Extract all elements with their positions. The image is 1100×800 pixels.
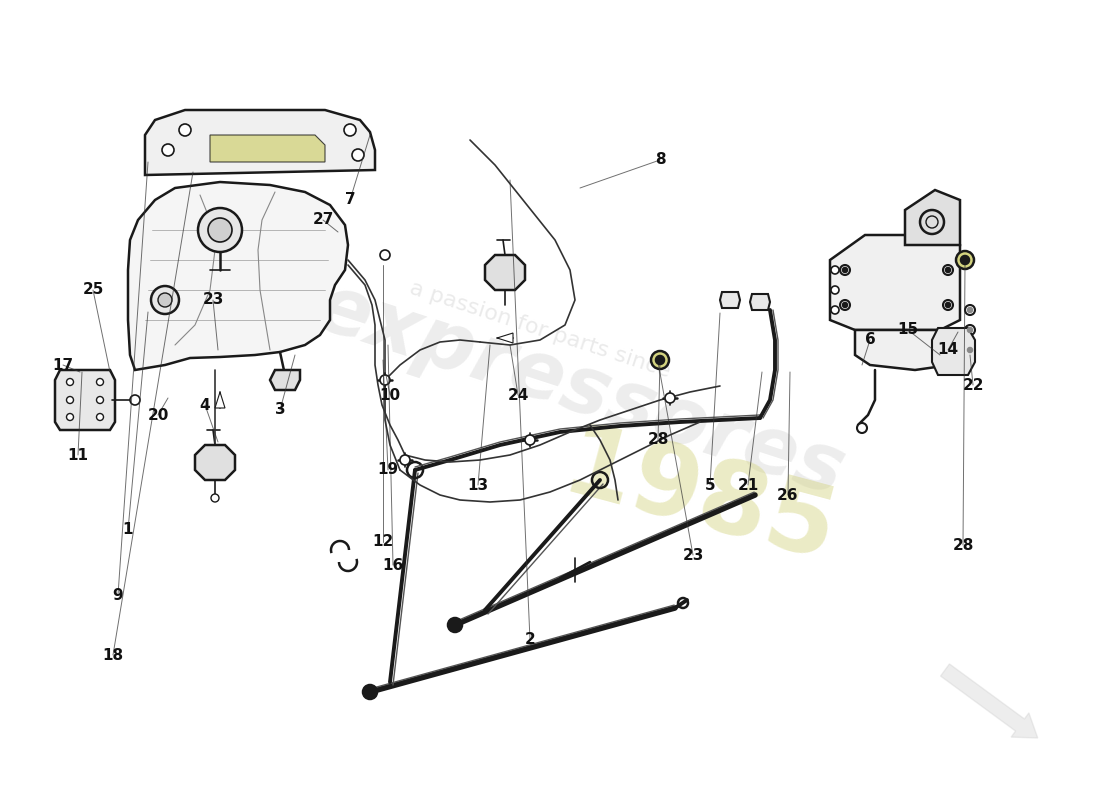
Text: 21: 21 — [737, 478, 759, 493]
Circle shape — [840, 300, 850, 310]
Text: expressores: expressores — [306, 268, 855, 512]
Circle shape — [651, 351, 669, 369]
Text: 12: 12 — [373, 534, 394, 550]
Polygon shape — [720, 292, 740, 308]
Circle shape — [344, 124, 356, 136]
Text: 10: 10 — [379, 387, 400, 402]
Text: 7: 7 — [344, 193, 355, 207]
Circle shape — [400, 455, 410, 465]
Polygon shape — [195, 445, 235, 480]
Polygon shape — [750, 294, 770, 310]
Text: 18: 18 — [102, 647, 123, 662]
Circle shape — [198, 208, 242, 252]
Circle shape — [66, 397, 74, 403]
Text: 28: 28 — [647, 433, 669, 447]
Text: 27: 27 — [312, 213, 333, 227]
Circle shape — [97, 397, 103, 403]
Circle shape — [946, 268, 950, 272]
Text: 14: 14 — [937, 342, 958, 358]
Circle shape — [162, 144, 174, 156]
Polygon shape — [214, 392, 225, 408]
Text: 4: 4 — [200, 398, 210, 413]
Circle shape — [97, 414, 103, 421]
Circle shape — [830, 306, 839, 314]
Circle shape — [840, 265, 850, 275]
Polygon shape — [905, 190, 960, 245]
Circle shape — [946, 303, 950, 307]
Text: 2: 2 — [525, 633, 536, 647]
Text: 8: 8 — [654, 153, 666, 167]
Circle shape — [943, 265, 953, 275]
Polygon shape — [497, 333, 513, 343]
Circle shape — [943, 300, 953, 310]
Text: 15: 15 — [898, 322, 918, 338]
Circle shape — [66, 414, 74, 421]
Circle shape — [965, 325, 975, 335]
Circle shape — [968, 348, 972, 352]
Text: 26: 26 — [778, 487, 799, 502]
Circle shape — [208, 218, 232, 242]
Text: 3: 3 — [275, 402, 285, 418]
Text: 1: 1 — [123, 522, 133, 538]
Circle shape — [379, 375, 390, 385]
Circle shape — [151, 286, 179, 314]
Polygon shape — [145, 110, 375, 175]
Circle shape — [968, 328, 972, 332]
Circle shape — [965, 345, 975, 355]
Text: 24: 24 — [507, 387, 529, 402]
Text: 20: 20 — [147, 407, 168, 422]
FancyArrow shape — [940, 664, 1037, 738]
Circle shape — [965, 305, 975, 315]
Text: 23: 23 — [682, 547, 704, 562]
Text: 11: 11 — [67, 447, 88, 462]
Polygon shape — [830, 235, 960, 330]
Circle shape — [211, 494, 219, 502]
Polygon shape — [210, 135, 324, 162]
Text: 13: 13 — [468, 478, 488, 493]
Text: 1985: 1985 — [553, 417, 847, 583]
Text: 9: 9 — [112, 587, 123, 602]
Text: 23: 23 — [202, 293, 223, 307]
Circle shape — [843, 268, 847, 272]
Circle shape — [525, 435, 535, 445]
Circle shape — [352, 149, 364, 161]
Polygon shape — [128, 182, 348, 370]
Circle shape — [363, 685, 377, 699]
Text: 5: 5 — [705, 478, 715, 493]
Circle shape — [158, 293, 172, 307]
Circle shape — [656, 356, 664, 364]
Circle shape — [448, 618, 462, 632]
Polygon shape — [270, 370, 300, 390]
Circle shape — [830, 266, 839, 274]
Polygon shape — [932, 328, 975, 375]
Text: 6: 6 — [865, 333, 876, 347]
Circle shape — [666, 393, 675, 403]
Text: 25: 25 — [82, 282, 103, 298]
Polygon shape — [55, 370, 116, 430]
Text: 22: 22 — [962, 378, 983, 393]
Text: a passion for parts since: a passion for parts since — [407, 278, 673, 382]
Polygon shape — [485, 255, 525, 290]
Circle shape — [97, 378, 103, 386]
Text: 17: 17 — [53, 358, 74, 373]
Text: 16: 16 — [383, 558, 404, 573]
Circle shape — [830, 286, 839, 294]
Polygon shape — [855, 330, 960, 370]
Circle shape — [961, 256, 969, 264]
Circle shape — [379, 250, 390, 260]
Circle shape — [843, 303, 847, 307]
Text: 28: 28 — [953, 538, 974, 553]
Circle shape — [179, 124, 191, 136]
Circle shape — [968, 308, 972, 312]
Text: 19: 19 — [377, 462, 398, 478]
Circle shape — [130, 395, 140, 405]
Circle shape — [66, 378, 74, 386]
Circle shape — [857, 423, 867, 433]
Circle shape — [956, 251, 974, 269]
